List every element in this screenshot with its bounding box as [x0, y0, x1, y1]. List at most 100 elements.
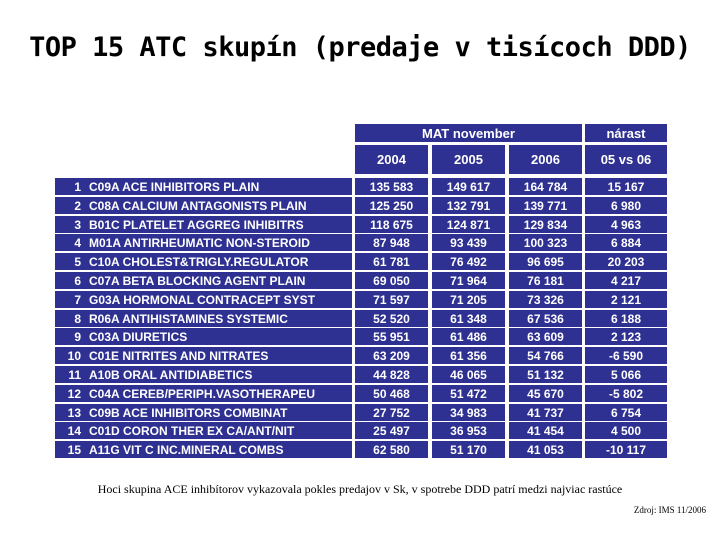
table-row-label: 4 M01A ANTIRHEUMATIC NON-STEROID: [55, 234, 352, 251]
row-rank: 6: [74, 273, 81, 288]
table-row-label: 12 C04A CEREB/PERIPH.VASOTHERAPEU: [55, 385, 352, 402]
cell-2006: 67 536: [509, 310, 582, 327]
cell-growth: 6 188: [585, 310, 667, 327]
row-atc-name: B01C PLATELET AGGREG INHIBITRS: [89, 217, 304, 232]
row-rank: 8: [74, 311, 81, 326]
header-year-2004: 2004: [355, 145, 428, 174]
cell-2005: 76 492: [432, 253, 505, 270]
cell-2004: 44 828: [355, 366, 428, 383]
row-atc-name: M01A ANTIRHEUMATIC NON-STEROID: [89, 235, 310, 250]
cell-2004: 52 520: [355, 310, 428, 327]
cell-2005: 61 348: [432, 310, 505, 327]
cell-growth: 4 217: [585, 272, 667, 289]
cell-2006: 63 609: [509, 328, 582, 345]
row-atc-name: C08A CALCIUM ANTAGONISTS PLAIN: [89, 198, 307, 213]
cell-2006: 139 771: [509, 197, 582, 214]
cell-2004: 55 951: [355, 328, 428, 345]
table-row-label: 7 G03A HORMONAL CONTRACEPT SYST: [55, 291, 352, 308]
cell-2004: 61 781: [355, 253, 428, 270]
cell-2005: 132 791: [432, 197, 505, 214]
row-rank: 1: [74, 179, 81, 194]
cell-2005: 61 356: [432, 347, 505, 364]
cell-growth: 15 167: [585, 178, 667, 195]
table-row-label: 10 C01E NITRITES AND NITRATES: [55, 347, 352, 364]
cell-2004: 118 675: [355, 216, 428, 233]
row-rank: 14: [67, 423, 81, 438]
table-row-label: 14 C01D CORON THER EX CA/ANT/NIT: [55, 422, 352, 439]
table-row-label: 9 C03A DIURETICS: [55, 328, 352, 345]
header-mat-november: MAT november: [355, 124, 582, 142]
table-row-label: 13 C09B ACE INHIBITORS COMBINAT: [55, 404, 352, 421]
cell-growth: 6 754: [585, 404, 667, 421]
cell-2006: 96 695: [509, 253, 582, 270]
cell-growth: 6 884: [585, 234, 667, 251]
source-label: Zdroj: IMS 11/2006: [633, 505, 706, 515]
row-rank: 11: [68, 367, 81, 382]
cell-growth: -6 590: [585, 347, 667, 364]
table-row-label: 1 C09A ACE INHIBITORS PLAIN: [55, 178, 352, 195]
row-rank: 2: [74, 198, 81, 213]
cell-growth: 2 123: [585, 328, 667, 345]
cell-2006: 54 766: [509, 347, 582, 364]
row-rank: 4: [74, 235, 81, 250]
cell-growth: 5 066: [585, 366, 667, 383]
row-atc-name: A11G VIT C INC.MINERAL COMBS: [89, 442, 284, 457]
row-atc-name: A10B ORAL ANTIDIABETICS: [89, 367, 253, 382]
table-row-label: 8 R06A ANTIHISTAMINES SYSTEMIC: [55, 310, 352, 327]
cell-2004: 50 468: [355, 385, 428, 402]
cell-2005: 51 170: [432, 441, 505, 458]
row-rank: 12: [67, 386, 81, 401]
row-atc-name: R06A ANTIHISTAMINES SYSTEMIC: [89, 311, 288, 326]
cell-growth: 6 980: [585, 197, 667, 214]
row-rank: 3: [74, 217, 81, 232]
row-rank: 9: [74, 329, 81, 344]
table-row-label: 11 A10B ORAL ANTIDIABETICS: [55, 366, 352, 383]
table-row-label: 6 C07A BETA BLOCKING AGENT PLAIN: [55, 272, 352, 289]
row-rank: 15: [67, 442, 81, 457]
cell-2005: 51 472: [432, 385, 505, 402]
row-rank: 7: [74, 292, 81, 307]
cell-2005: 46 065: [432, 366, 505, 383]
cell-2004: 69 050: [355, 272, 428, 289]
cell-2005: 61 486: [432, 328, 505, 345]
cell-2004: 71 597: [355, 291, 428, 308]
cell-2004: 27 752: [355, 404, 428, 421]
table-row-label: 2 C08A CALCIUM ANTAGONISTS PLAIN: [55, 197, 352, 214]
cell-2004: 87 948: [355, 234, 428, 251]
cell-2006: 73 326: [509, 291, 582, 308]
row-atc-name: C03A DIURETICS: [89, 329, 188, 344]
cell-2006: 76 181: [509, 272, 582, 289]
cell-2004: 25 497: [355, 422, 428, 439]
cell-2006: 100 323: [509, 234, 582, 251]
cell-2005: 124 871: [432, 216, 505, 233]
row-atc-name: C10A CHOLEST&TRIGLY.REGULATOR: [89, 254, 309, 269]
header-growth-period: 05 vs 06: [585, 145, 667, 174]
row-atc-name: G03A HORMONAL CONTRACEPT SYST: [89, 292, 316, 307]
row-rank: 10: [67, 348, 81, 363]
footnote: Hoci skupina ACE inhibítorov vykazovala …: [97, 482, 623, 496]
cell-2006: 51 132: [509, 366, 582, 383]
table-row-label: 5 C10A CHOLEST&TRIGLY.REGULATOR: [55, 253, 352, 270]
row-rank: 5: [74, 254, 81, 269]
cell-2005: 36 953: [432, 422, 505, 439]
row-atc-name: C09A ACE INHIBITORS PLAIN: [89, 179, 260, 194]
header-year-2005: 2005: [432, 145, 505, 174]
cell-growth: -5 802: [585, 385, 667, 402]
cell-2005: 71 964: [432, 272, 505, 289]
cell-2006: 129 834: [509, 216, 582, 233]
header-growth: nárast: [585, 124, 667, 142]
cell-2006: 164 784: [509, 178, 582, 195]
cell-growth: 4 963: [585, 216, 667, 233]
table-row-label: 3 B01C PLATELET AGGREG INHIBITRS: [55, 216, 352, 233]
cell-2006: 45 670: [509, 385, 582, 402]
cell-2006: 41 053: [509, 441, 582, 458]
cell-2005: 34 983: [432, 404, 505, 421]
cell-2004: 63 209: [355, 347, 428, 364]
row-atc-name: C04A CEREB/PERIPH.VASOTHERAPEU: [89, 386, 316, 401]
row-atc-name: C09B ACE INHIBITORS COMBINAT: [89, 405, 288, 420]
row-atc-name: C07A BETA BLOCKING AGENT PLAIN: [89, 273, 306, 288]
cell-2004: 135 583: [355, 178, 428, 195]
row-rank: 13: [67, 405, 81, 420]
cell-2004: 125 250: [355, 197, 428, 214]
row-atc-name: C01D CORON THER EX CA/ANT/NIT: [89, 423, 295, 438]
